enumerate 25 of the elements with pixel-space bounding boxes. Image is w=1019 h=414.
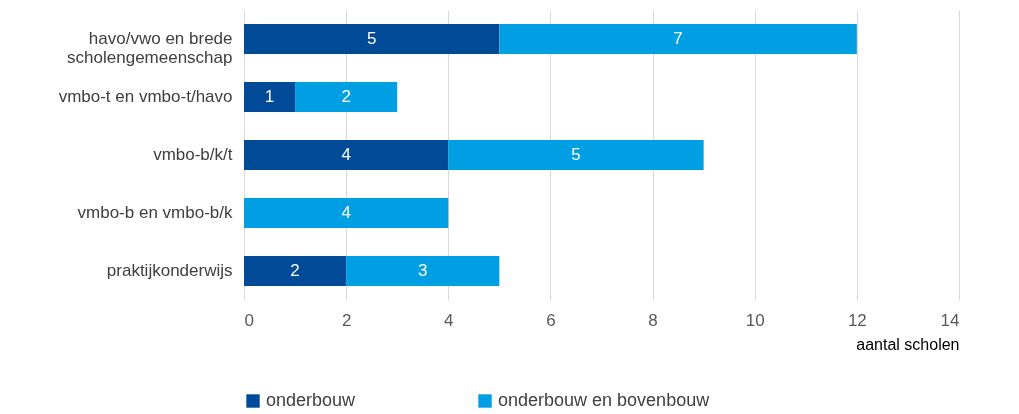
x-tick-label: 4 xyxy=(444,310,454,330)
data-label: 1 xyxy=(264,87,275,106)
data-label: 5 xyxy=(571,145,581,164)
data-label: 2 xyxy=(290,261,300,280)
x-tick-label: 12 xyxy=(847,310,867,330)
x-tick-label: 6 xyxy=(546,310,556,330)
legend-label: onderbouw xyxy=(266,390,357,410)
y-tick-label: vmbo-b/k/t xyxy=(153,145,233,164)
data-label: 7 xyxy=(673,29,683,48)
data-label: 2 xyxy=(341,87,351,106)
data-label: 3 xyxy=(418,261,428,280)
data-label: 5 xyxy=(366,29,377,48)
data-label: 4 xyxy=(341,145,351,164)
x-tick-label: 2 xyxy=(341,310,352,330)
x-tick-label: 8 xyxy=(648,310,658,330)
x-tick-label: 10 xyxy=(745,310,765,330)
y-tick-label: praktijkonderwijs xyxy=(106,261,233,280)
data-label: 4 xyxy=(341,203,351,222)
x-tick-label: 14 xyxy=(940,310,960,330)
x-axis-title: aantal scholen xyxy=(856,335,960,353)
y-tick-label: vmbo-t en vmbo-t/havo xyxy=(58,87,233,106)
y-tick-label: havo/vwo en brede scholengemeenschap xyxy=(67,29,233,67)
x-tick-label: 0 xyxy=(244,310,254,330)
y-tick-label: vmbo-b en vmbo-b/k xyxy=(77,203,233,222)
legend-label: onderbouw en bovenbouw xyxy=(498,390,711,410)
